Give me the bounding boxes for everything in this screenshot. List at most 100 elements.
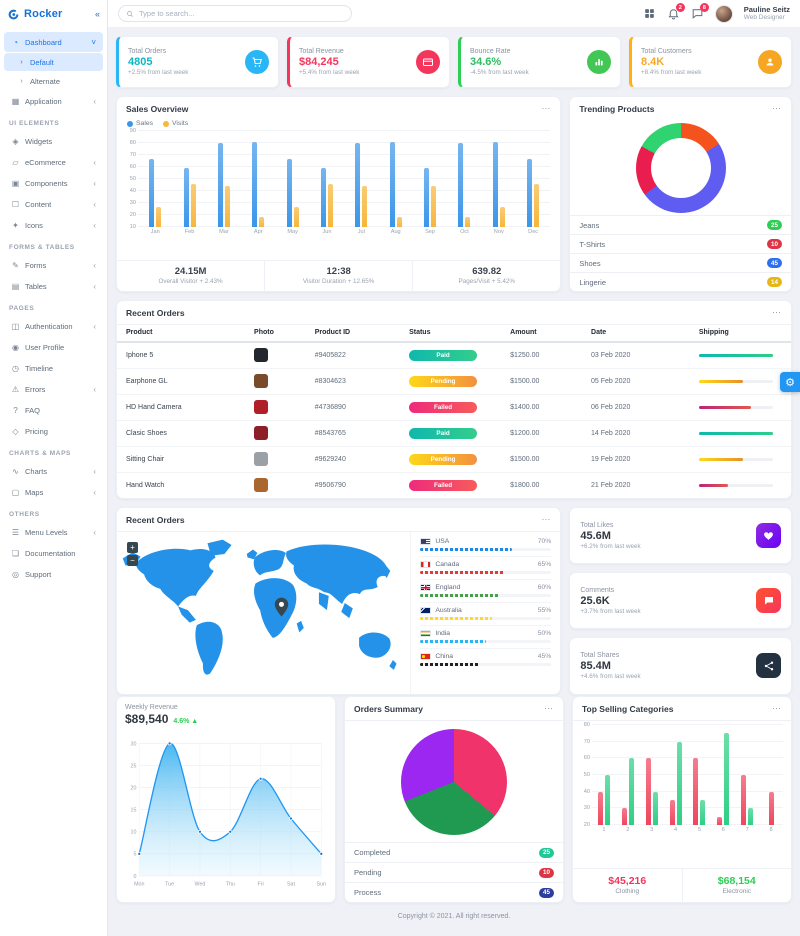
- search-box[interactable]: [118, 5, 352, 22]
- card-menu-icon[interactable]: ⋯: [772, 703, 782, 713]
- list-item-t-shirts[interactable]: T-Shirts 10: [570, 234, 791, 253]
- sidebar-item-ecommerce[interactable]: ▱ eCommerce ‹: [4, 152, 103, 172]
- search-input[interactable]: [139, 9, 344, 18]
- sidebar-item-content[interactable]: ☐ Content ‹: [4, 194, 103, 214]
- x-tick-label: 1: [602, 827, 606, 833]
- card-menu-icon[interactable]: ⋯: [541, 514, 552, 524]
- rocker-logo-icon: [8, 9, 19, 19]
- authentication-icon: ◫: [11, 321, 20, 331]
- sidebar-item-pricing[interactable]: ◇ Pricing: [4, 421, 103, 441]
- weekly-revenue-card: Weekly Revenue $89,540 4.6% ▲ 0 5 10 15 20 25…: [116, 696, 336, 903]
- card-title: Sales Overview: [126, 103, 189, 114]
- sales-footer-stats: 24.15M Overall Visitor + 2.43% 12:38 Visit…: [117, 260, 561, 291]
- bar-visits: [465, 217, 471, 227]
- sidebar-item-support[interactable]: ◎ Support: [4, 564, 103, 584]
- sidebar-item-tables[interactable]: ▤ Tables ‹: [4, 276, 103, 296]
- sidebar-item-application[interactable]: ▦ Application ‹: [4, 91, 103, 111]
- dashboard-content: Total Orders 4805 +2.5% from last week Tota…: [108, 28, 800, 936]
- sidebar-item-default[interactable]: › Default: [4, 53, 103, 71]
- timeline-icon: ◷: [12, 363, 19, 373]
- sidebar-item-errors[interactable]: ⚠ Errors ‹: [4, 379, 103, 399]
- sidebar-item-charts[interactable]: ∿ Charts ‹: [4, 461, 103, 481]
- bar-visits: [327, 183, 333, 227]
- card-menu-icon[interactable]: ⋯: [544, 703, 554, 713]
- list-item-pending[interactable]: Pending 10: [345, 862, 563, 882]
- country-row-china: China 45%: [420, 649, 552, 671]
- sidebar-item-documentation[interactable]: ❏ Documentation: [4, 543, 103, 563]
- sidebar-section-ui-elements: UI ELEMENTS: [9, 120, 60, 127]
- content-icon: ☐: [11, 199, 20, 209]
- sidebar-item-alternate[interactable]: › Alternate: [4, 72, 103, 90]
- social-value: 25.6K: [580, 594, 610, 607]
- bar-electronic: [676, 741, 682, 825]
- sidebar-item-dashboard[interactable]: ◔ Dashboard ˅: [4, 32, 103, 52]
- sidebar-item-user-profile[interactable]: ◉ User Profile: [4, 337, 103, 357]
- list-item-shoes[interactable]: Shoes 45: [570, 253, 791, 272]
- x-tick-label: Nov: [493, 229, 504, 235]
- card-title: Orders Summary: [354, 703, 423, 714]
- chevron-left-icon: ‹: [93, 466, 96, 476]
- chevron-left-icon: ‹: [93, 384, 96, 394]
- bar-group: [616, 725, 640, 825]
- chevron-left-icon: ‹: [93, 321, 96, 331]
- visitor-duration-value: 12:38: [326, 266, 351, 277]
- notifications-bell-icon[interactable]: 2: [667, 3, 685, 20]
- social-title: Total Likes: [580, 521, 614, 529]
- menu-levels-icon: ☰: [11, 527, 20, 537]
- stat-card-total-orders: Total Orders 4805 +2.5% from last week: [116, 36, 279, 88]
- list-item-process[interactable]: Process 45: [345, 882, 563, 902]
- count-badge: 25: [767, 220, 782, 230]
- y-tick-label: 40: [583, 788, 590, 795]
- column-header-status: Status: [400, 325, 502, 343]
- messages-chat-icon[interactable]: 8: [691, 3, 709, 20]
- stat-value: 34.6%: [470, 56, 502, 68]
- sidebar-section-others: OTHERS: [9, 511, 40, 518]
- shipping-progress-fill: [698, 431, 773, 435]
- search-icon: [127, 10, 133, 17]
- pages-visit-label: Pages/Visit + 5.42%: [458, 278, 515, 285]
- sidebar-item-widgets[interactable]: ◈ Widgets: [4, 131, 103, 151]
- stat-title: Bounce Rate: [470, 48, 511, 55]
- shipping-progress-fill: [698, 353, 773, 357]
- card-menu-icon[interactable]: ⋯: [541, 103, 552, 113]
- bar-sales: [183, 168, 189, 227]
- sidebar-item-faq[interactable]: ? FAQ: [4, 400, 103, 420]
- apps-grid-icon[interactable]: [643, 7, 656, 20]
- x-tick-label: Oct: [460, 229, 469, 235]
- map-pin-icon: [274, 597, 289, 617]
- list-item-jeans[interactable]: Jeans 25: [570, 215, 791, 234]
- user-meta[interactable]: Pauline Seitz Web Designer: [744, 5, 790, 23]
- list-item-label: Process: [354, 888, 382, 897]
- sidebar-item-timeline[interactable]: ◷ Timeline: [4, 358, 103, 378]
- country-name: England: [435, 584, 461, 591]
- sidebar-item-maps[interactable]: ▢ Maps ‹: [4, 482, 103, 502]
- map-zoom-out-button[interactable]: −: [127, 555, 138, 566]
- bar-group: [447, 131, 481, 227]
- map-zoom-in-button[interactable]: +: [127, 542, 138, 553]
- date: 14 Feb 2020: [582, 419, 690, 446]
- card-menu-icon[interactable]: ⋯: [772, 307, 782, 317]
- country-name: India: [435, 630, 451, 637]
- list-item-completed[interactable]: Completed 25: [345, 842, 563, 862]
- svg-text:Wed: Wed: [195, 881, 206, 887]
- sidebar-item-components[interactable]: ▣ Components ‹: [4, 173, 103, 193]
- sidebar-item-label: eCommerce: [25, 157, 66, 167]
- customers-icon: [758, 50, 782, 74]
- sidebar-item-menu-levels[interactable]: ☰ Menu Levels ‹: [4, 522, 103, 542]
- card-menu-icon[interactable]: ⋯: [772, 103, 782, 113]
- user-avatar[interactable]: [714, 4, 733, 23]
- sidebar-item-forms[interactable]: ✎ Forms ‹: [4, 255, 103, 275]
- sidebar-item-authentication[interactable]: ◫ Authentication ‹: [4, 316, 103, 336]
- count-badge: 10: [767, 239, 782, 249]
- column-header-amount: Amount: [501, 325, 583, 343]
- status-badge: Paid: [409, 427, 478, 439]
- sidebar-item-icons[interactable]: ✦ Icons ‹: [4, 215, 103, 235]
- sidebar-collapse-icon[interactable]: «: [94, 9, 100, 19]
- world-map[interactable]: + −: [117, 532, 410, 694]
- x-tick-label: 5: [697, 827, 701, 833]
- count-badge: 10: [539, 867, 554, 878]
- x-tick-label: Sep: [425, 229, 436, 235]
- settings-gear-button[interactable]: ⚙: [780, 372, 800, 392]
- list-item-lingerie[interactable]: Lingerie 14: [570, 272, 791, 291]
- chevron-left-icon: ‹: [93, 260, 96, 270]
